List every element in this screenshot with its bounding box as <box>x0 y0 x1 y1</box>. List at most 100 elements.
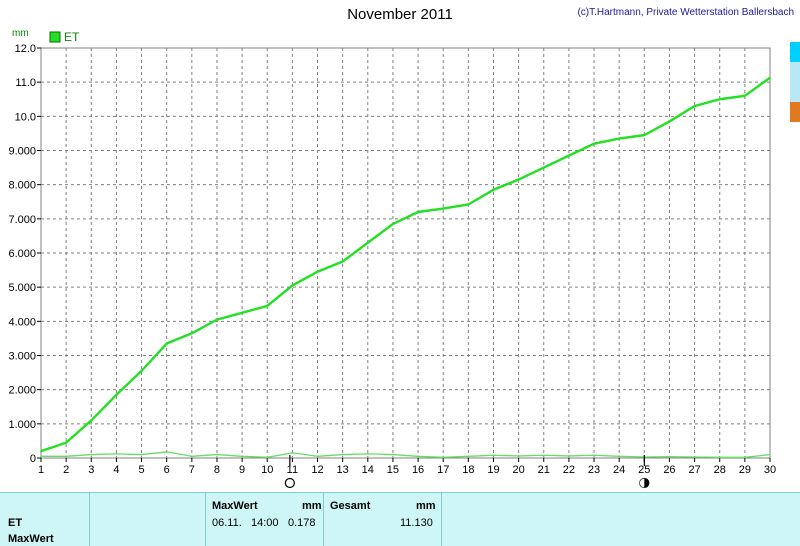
data-point-hourly <box>190 455 193 458</box>
data-point-hourly <box>341 453 344 456</box>
series-line-hourly <box>41 451 771 458</box>
y-axis-unit: mm <box>12 28 29 39</box>
data-point-hourly <box>316 455 319 458</box>
x-tick-label: 19 <box>487 464 499 476</box>
data-point-hourly <box>392 453 394 456</box>
data-point-hourly <box>517 455 520 457</box>
data-point-hourly <box>593 454 595 457</box>
data-point-hourly <box>115 453 118 455</box>
x-tick-label: 27 <box>688 464 700 476</box>
x-tick-label: 9 <box>239 464 245 476</box>
data-point-et <box>392 223 394 225</box>
data-point-et <box>593 142 595 145</box>
data-point-hourly <box>567 455 570 457</box>
data-point-et <box>417 211 419 213</box>
x-tick-label: 7 <box>189 464 195 476</box>
max-value: 0.178 <box>288 517 316 529</box>
y-axis-ticks: 0 1.000 2.000 3.000 4.000 5.000 6.000 7.000 8.00… <box>8 43 41 465</box>
chart: 0 1.000 2.000 3.000 4.000 5.000 6.000 7.000 8.00… <box>8 28 776 489</box>
summary-max-cell: MaxWert mm 06.11. 14:00 0.178 <box>206 493 324 546</box>
data-point-et <box>769 76 771 79</box>
summary-label-cell: ET MaxWert <box>0 493 90 546</box>
x-tick-label: 17 <box>437 464 449 476</box>
x-tick-label: 12 <box>311 464 323 476</box>
data-point-hourly <box>442 456 445 459</box>
x-tick-label: 21 <box>538 464 550 476</box>
data-point-hourly <box>291 451 294 454</box>
y-tick-label: 8.000 <box>8 180 36 192</box>
y-tick-label: 7.000 <box>8 214 36 226</box>
x-tick-label: 28 <box>714 464 726 476</box>
series-lines <box>40 76 771 459</box>
data-point-hourly <box>668 455 671 458</box>
total-unit: mm <box>416 500 436 512</box>
x-tick-label: 29 <box>739 464 751 476</box>
side-scrollbar[interactable] <box>790 42 800 122</box>
data-point-hourly <box>216 453 218 456</box>
data-point-hourly <box>467 455 470 458</box>
data-point-hourly <box>542 454 545 457</box>
x-tick-label: 14 <box>362 464 374 476</box>
x-tick-label: 24 <box>613 464 625 476</box>
x-tick-label: 22 <box>563 464 575 476</box>
x-axis-ticks: 1 2 3 4 5 6 7 8 9 10 11 12 13 14 15 16 17 18 19 20 21 22 23 24 2… <box>38 458 776 476</box>
data-point-et <box>216 318 218 321</box>
data-point-hourly <box>618 455 621 458</box>
y-tick-label: 4.000 <box>8 316 36 328</box>
x-tick-label: 18 <box>462 464 474 476</box>
x-tick-label: 15 <box>387 464 399 476</box>
max-unit: mm <box>302 500 322 512</box>
data-point-hourly <box>718 456 721 459</box>
data-point-et <box>40 450 42 453</box>
y-tick-label: 9.000 <box>8 146 36 158</box>
y-tick-label: 6.000 <box>8 248 36 260</box>
data-point-et <box>140 369 143 372</box>
data-point-hourly <box>140 453 143 456</box>
summary-total-cell: Gesamt mm 11.130 <box>324 493 442 546</box>
summary-row-label-et: ET <box>8 517 23 529</box>
total-value: 11.130 <box>400 517 433 529</box>
copyright-note: (c)T.Hartmann, Private Wetterstation Bal… <box>577 7 794 18</box>
max-time: 14:00 <box>251 517 279 529</box>
data-point-et <box>467 203 470 206</box>
data-point-et <box>743 94 746 97</box>
moon-phase-markers <box>284 455 650 489</box>
data-point-et <box>618 137 621 140</box>
y-tick-label: 5.000 <box>8 282 36 294</box>
max-date: 06.11. <box>212 517 242 529</box>
data-point-hourly <box>65 455 68 458</box>
x-tick-label: 6 <box>164 464 170 476</box>
summary-table: ET MaxWert MaxWert mm 06.11. 14:00 0.178… <box>0 492 800 546</box>
grid <box>40 47 771 459</box>
data-point-et <box>693 105 696 107</box>
data-point-hourly <box>165 451 168 453</box>
data-point-hourly <box>693 456 696 458</box>
data-point-et <box>643 134 646 137</box>
data-point-hourly <box>241 455 244 458</box>
x-tick-label: 5 <box>138 464 144 476</box>
data-point-hourly <box>417 455 419 458</box>
y-tick-label: 10.0 <box>15 111 36 123</box>
data-point-hourly <box>769 453 771 456</box>
x-tick-label: 26 <box>663 464 675 476</box>
data-point-et <box>65 441 68 444</box>
data-point-hourly <box>366 453 369 455</box>
data-point-et <box>165 342 168 345</box>
x-tick-label: 25 <box>638 464 650 476</box>
data-point-et <box>668 120 671 123</box>
legend-swatch-et <box>49 31 61 43</box>
data-point-et <box>542 166 545 169</box>
summary-empty-cell <box>90 493 206 546</box>
data-point-hourly <box>40 455 42 458</box>
legend-label-et: ET <box>64 30 80 44</box>
data-point-hourly <box>90 453 93 456</box>
y-tick-label: 3.000 <box>8 351 36 363</box>
data-point-et <box>341 260 344 263</box>
total-header: Gesamt <box>330 500 371 512</box>
data-point-et <box>291 284 294 287</box>
data-point-et <box>718 98 721 101</box>
x-tick-label: 3 <box>88 464 94 476</box>
data-point-et <box>567 154 570 157</box>
x-tick-label: 11 <box>287 464 298 476</box>
y-tick-label: 1.000 <box>8 419 36 431</box>
